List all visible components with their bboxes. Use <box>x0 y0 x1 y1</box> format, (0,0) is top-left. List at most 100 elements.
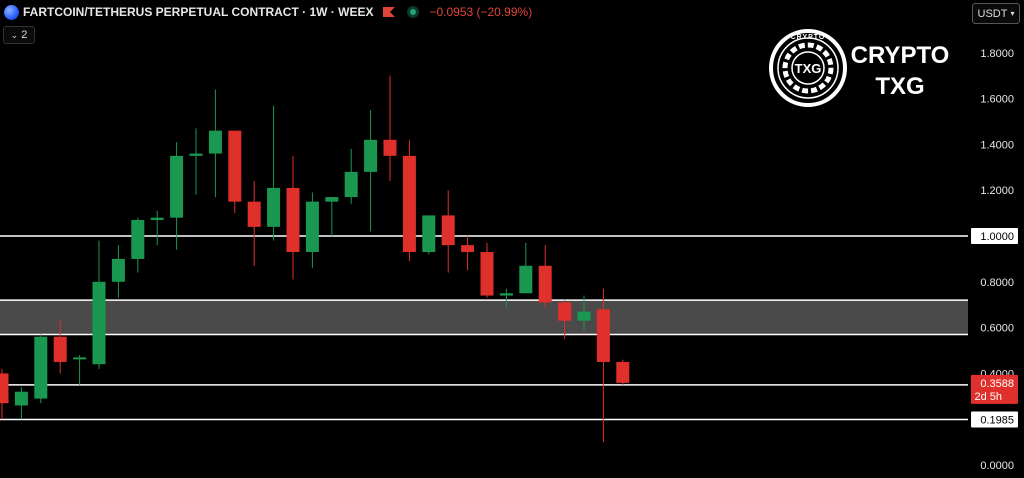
zone-fill <box>0 300 968 335</box>
candle <box>170 142 184 250</box>
candle-body <box>170 155 184 218</box>
candle <box>461 236 475 271</box>
candle-body <box>577 311 591 321</box>
y-tick-label: 0.8000 <box>980 277 1014 289</box>
candle-body <box>364 139 378 172</box>
chevron-down-icon: ⌄ <box>10 29 19 40</box>
price-label-box <box>971 228 1018 244</box>
logo-top-text: CRYPTO <box>791 34 826 41</box>
candle-body <box>189 153 203 156</box>
candle-body <box>228 130 242 202</box>
candle <box>247 181 261 266</box>
currency-selector[interactable]: USDT ▾ <box>972 3 1020 24</box>
candle <box>344 148 358 204</box>
candle <box>325 197 339 236</box>
candle <box>499 288 513 307</box>
candle-body <box>131 219 145 259</box>
candle-body <box>53 336 67 362</box>
y-tick-label: 0.6000 <box>980 323 1014 335</box>
candle-body <box>150 217 164 220</box>
candle <box>305 192 319 269</box>
candle-body <box>208 130 222 154</box>
candle <box>402 139 416 262</box>
candle <box>558 300 572 340</box>
candle <box>577 295 591 330</box>
candle-body <box>519 265 533 294</box>
candle <box>383 75 397 182</box>
candle-body <box>73 357 87 360</box>
candle <box>0 368 9 420</box>
horizontal-levels <box>0 235 968 421</box>
candle-body <box>344 171 358 198</box>
candle <box>14 387 28 420</box>
candles <box>0 75 630 443</box>
candle <box>34 334 48 404</box>
candle <box>480 242 494 298</box>
candle <box>228 130 242 214</box>
candle <box>519 242 533 294</box>
price-label-text: 0.1985 <box>980 415 1014 427</box>
chevron-down-icon: ▾ <box>1010 9 1015 18</box>
market-status-icon <box>407 6 420 18</box>
y-tick-label: 1.4000 <box>980 139 1014 151</box>
symbol-title[interactable]: FARTCOIN/TETHERUS PERPETUAL CONTRACT · 1… <box>23 5 374 19</box>
candle-body <box>34 336 48 399</box>
candle-body <box>422 215 436 253</box>
candle-body <box>461 245 475 253</box>
candle <box>150 210 164 246</box>
candle <box>538 245 552 307</box>
current-price-text: 0.3588 <box>980 378 1014 390</box>
candle-body <box>558 302 572 321</box>
crypto-txg-logo: TXG CRYPTO <box>769 29 847 107</box>
candle <box>267 105 281 241</box>
candle <box>53 320 67 374</box>
candle-countdown-text: 2d 5h <box>974 391 1002 403</box>
candle <box>131 217 145 273</box>
candle-body <box>616 361 630 383</box>
flag-icon[interactable] <box>383 7 396 17</box>
y-tick-label: 0.0000 <box>980 460 1014 472</box>
brand-line-2: TXG <box>875 73 925 100</box>
logo-center-text: TXG <box>795 61 822 76</box>
candle-body <box>14 391 28 406</box>
candle <box>422 215 436 255</box>
price-label-box <box>971 411 1018 428</box>
candle <box>286 155 300 280</box>
candle-body <box>441 215 455 246</box>
candle-body <box>480 252 494 296</box>
brand-line-1: CRYPTO <box>850 42 950 69</box>
candle <box>111 245 125 298</box>
price-label-text: 1.0000 <box>980 231 1014 243</box>
candle <box>616 359 630 385</box>
candle-body <box>111 258 125 282</box>
brand-watermark: CRYPTO TXG <box>850 40 950 102</box>
candle-body <box>499 293 513 296</box>
candle <box>189 128 203 195</box>
candle <box>73 355 87 385</box>
candle <box>92 240 106 369</box>
candle-body <box>383 139 397 156</box>
chart-header: FARTCOIN/TETHERUS PERPETUAL CONTRACT · 1… <box>4 4 532 20</box>
support-zone <box>0 299 968 336</box>
candle-body <box>92 281 106 365</box>
candle <box>441 190 455 273</box>
y-tick-label: 1.8000 <box>980 48 1014 60</box>
current-price-box <box>971 374 1018 404</box>
candle-body <box>286 187 300 253</box>
y-tick-label: 1.2000 <box>980 185 1014 197</box>
candle <box>364 110 378 232</box>
candle-body <box>596 309 610 362</box>
candle-body <box>402 155 416 253</box>
coin-icon <box>4 4 19 20</box>
indicators-toggle-button[interactable]: ⌄ 2 <box>3 26 35 44</box>
currency-label: USDT <box>977 7 1008 20</box>
indicator-count: 2 <box>21 29 28 41</box>
candle-body <box>538 265 552 303</box>
price-change: −0.0953 (−20.99%) <box>429 5 533 19</box>
candle-body <box>267 187 281 227</box>
y-tick-label: 1.6000 <box>980 94 1014 106</box>
candle-body <box>0 373 9 404</box>
candle-body <box>247 201 261 227</box>
